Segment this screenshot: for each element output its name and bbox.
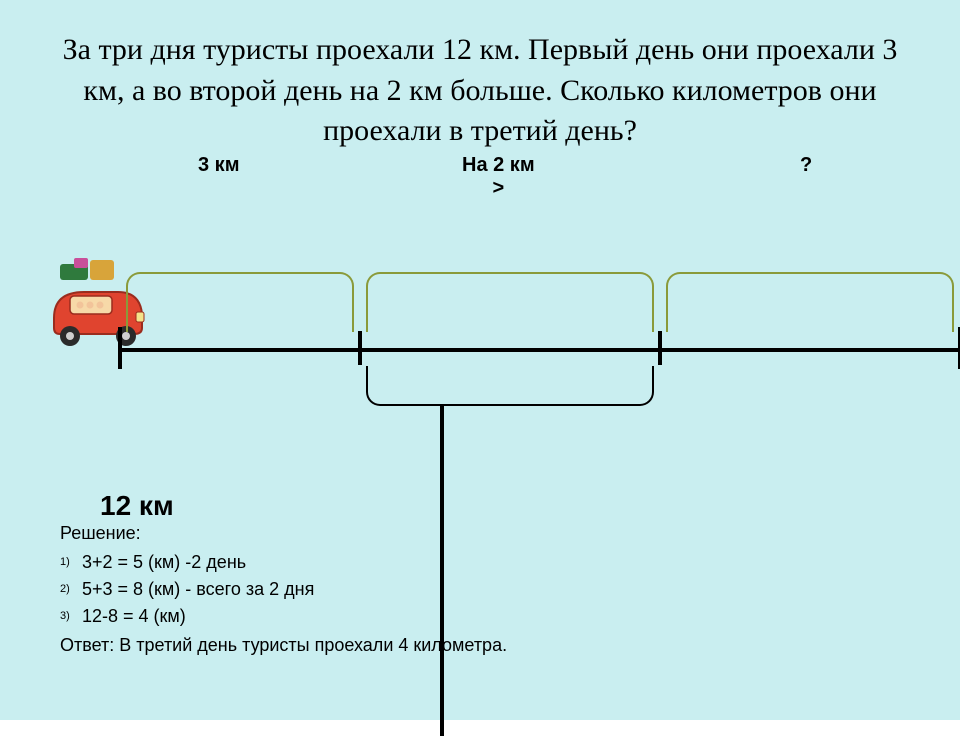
step-text: 5+3 = 8 (км) - всего за 2 дня xyxy=(82,579,314,599)
solution-step: 3)12-8 = 4 (км) xyxy=(82,603,507,630)
solution-steps: 1)3+2 = 5 (км) -2 день 2)5+3 = 8 (км) - … xyxy=(60,549,507,630)
segment-3-label: ? xyxy=(800,154,812,177)
total-distance-label: 12 км xyxy=(100,490,174,522)
step-text: 3+2 = 5 (км) -2 день xyxy=(82,552,246,572)
solution-step: 1)3+2 = 5 (км) -2 день xyxy=(82,549,507,576)
slide: За три дня туристы проехали 12 км. Первы… xyxy=(0,0,960,720)
segment-2-label: На 2 км > xyxy=(462,154,535,200)
solution-answer: Ответ: В третий день туристы проехали 4 … xyxy=(60,632,507,659)
brace-segment-2 xyxy=(366,272,654,332)
tick-0 xyxy=(118,327,122,369)
step-text: 12-8 = 4 (км) xyxy=(82,606,186,626)
segment-1-label: 3 км xyxy=(198,154,239,177)
solution-step: 2)5+3 = 8 (км) - всего за 2 дня xyxy=(82,576,507,603)
step-number: 2) xyxy=(60,581,70,598)
step-number: 3) xyxy=(60,608,70,625)
solution-block: Решение: 1)3+2 = 5 (км) -2 день 2)5+3 = … xyxy=(60,520,507,659)
solution-heading: Решение: xyxy=(60,520,507,547)
step-number: 1) xyxy=(60,554,70,571)
problem-text: За три дня туристы проехали 12 км. Первы… xyxy=(50,30,910,152)
brace-total xyxy=(366,366,654,406)
brace-segment-3 xyxy=(666,272,954,332)
tick-2 xyxy=(658,331,662,365)
segment-labels-row: 3 км На 2 км > ? xyxy=(40,154,920,214)
tick-1 xyxy=(358,331,362,365)
number-line-diagram xyxy=(40,218,920,398)
number-line xyxy=(120,348,960,352)
brace-segment-1 xyxy=(126,272,354,332)
